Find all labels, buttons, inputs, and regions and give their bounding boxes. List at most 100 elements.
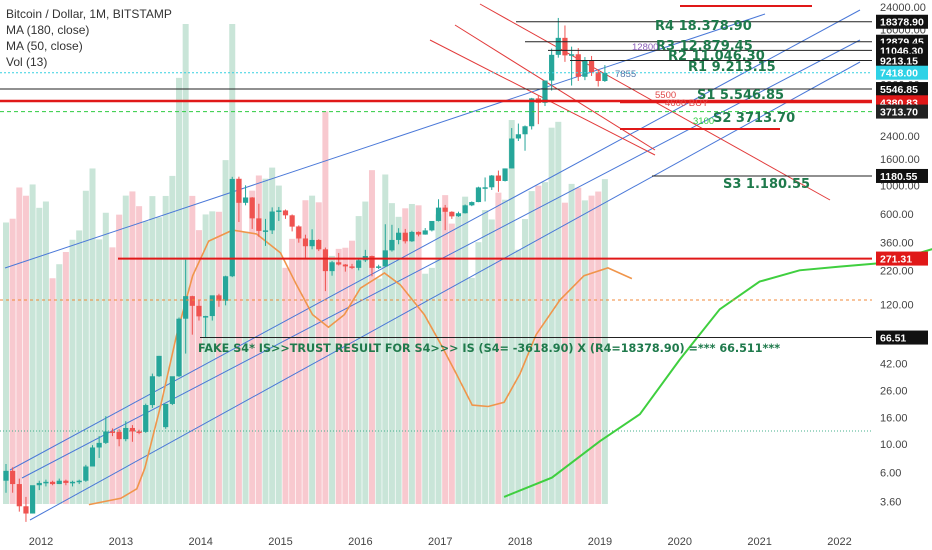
ann-fake-s4: FAKE S4* IS>>TRUST RESULT FOR S4>>> IS (… [198, 342, 780, 355]
ma180-line [88, 229, 633, 506]
candle-body [10, 470, 16, 485]
candle-body [103, 431, 109, 443]
candle-body [376, 266, 382, 268]
candle-body [209, 295, 215, 317]
candle-body [149, 376, 155, 406]
candle-body [409, 231, 415, 242]
price-tag [876, 53, 928, 68]
volume-bar [136, 206, 143, 504]
candle-body [30, 485, 36, 514]
x-tick-label: 2022 [827, 536, 851, 548]
volume-bar [189, 195, 196, 504]
y-tick-label: 24000.00 [880, 2, 926, 14]
x-tick-label: 2012 [29, 536, 53, 548]
volume-bar [36, 207, 43, 505]
volume-bar [42, 201, 49, 504]
volume-bar [541, 182, 548, 505]
volume-bar [242, 231, 249, 504]
volume-bar [176, 77, 183, 505]
candle-body [336, 262, 342, 265]
price-tag [876, 104, 928, 119]
volume-bar [422, 273, 429, 504]
volume-bar [302, 200, 309, 505]
candle-body [282, 210, 289, 216]
candle-body [442, 207, 448, 212]
volume-bar [109, 247, 116, 504]
volume-bar [508, 120, 515, 504]
volume-bar [3, 222, 9, 504]
y-tick-label: 3.60 [880, 496, 901, 508]
candle-body [455, 213, 462, 217]
candle-body [322, 249, 328, 272]
ann-s3: S3 1.180.55 [723, 177, 810, 192]
y-tick-label: 26.00 [880, 385, 908, 397]
candle-body [269, 211, 275, 231]
volume-bar [142, 221, 149, 504]
candle-body [3, 470, 9, 481]
ann-3100: 3100 [693, 116, 714, 127]
volume-bar [102, 212, 109, 504]
volume-bar [395, 216, 402, 505]
candle-body [196, 305, 202, 317]
candle-body [435, 207, 442, 221]
candle-body [256, 218, 262, 231]
candle-body [422, 230, 428, 235]
candle-body [156, 355, 162, 377]
candle-body [555, 37, 561, 55]
volume-bar [275, 185, 282, 504]
volume-bar [249, 190, 256, 505]
candle-body [236, 178, 242, 203]
volume-bar [462, 196, 469, 505]
volume-bar [49, 278, 56, 504]
volume-bar [555, 121, 562, 504]
price-tag [876, 82, 928, 97]
candle-body [43, 481, 49, 484]
candle-body [36, 482, 42, 486]
candle-body [183, 296, 189, 319]
candle-body [542, 80, 548, 103]
ann-s2: S2 3713.70 [713, 111, 795, 126]
candle-body [116, 431, 122, 440]
volume-bars [3, 24, 608, 505]
volume-bar [209, 211, 216, 504]
volume-bar [62, 251, 69, 504]
candle-body [89, 447, 96, 467]
candle-body [389, 239, 395, 251]
volume-bar [289, 238, 296, 504]
volume-bar [388, 203, 395, 504]
candle-body [276, 210, 282, 212]
candle-body [309, 239, 315, 247]
y-tick-label: 1000.00 [880, 180, 920, 192]
volume-bar [435, 214, 442, 505]
candle-body [509, 138, 515, 169]
volume-bar [415, 205, 422, 504]
ann-r1: R1 9.213.15 [688, 60, 776, 75]
volume-bar [222, 160, 229, 504]
y-tick-label: 220.00 [880, 265, 914, 277]
volume-bar [428, 267, 435, 504]
y-tick-label: 10.00 [880, 439, 908, 451]
candle-body [63, 480, 69, 483]
volume-bar [96, 239, 103, 504]
candle-body [83, 466, 89, 481]
ascending-channel-line [4, 13, 766, 269]
candle-body [129, 427, 136, 432]
volume-bar [402, 208, 409, 505]
price-tag-label: 5546.85 [880, 84, 918, 96]
y-tick-label: 6.00 [880, 468, 901, 480]
volume-bar [235, 178, 242, 504]
price-tag-label: 9213.15 [880, 56, 918, 68]
volume-bar [342, 247, 349, 504]
candle-body [76, 480, 82, 483]
candle-body [296, 226, 302, 239]
volume-bar [116, 214, 123, 504]
volume-bar [382, 174, 389, 504]
volume-bar [335, 248, 342, 504]
volume-bar [442, 195, 449, 504]
ann-r4: R4 18.378.90 [655, 19, 752, 34]
volume-bar [16, 187, 23, 504]
y-tick-label: 120.00 [880, 299, 914, 311]
volume-bar [122, 195, 129, 504]
